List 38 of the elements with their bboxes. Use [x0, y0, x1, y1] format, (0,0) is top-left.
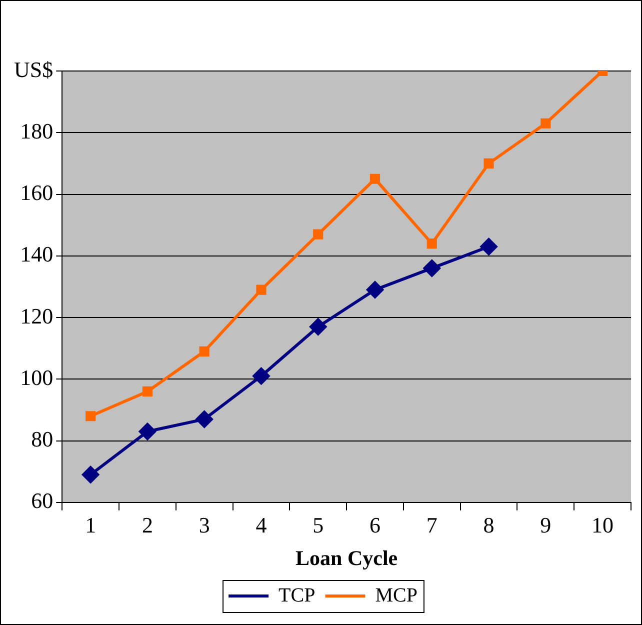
point: [423, 260, 440, 277]
point: [366, 281, 384, 298]
y-tick-label: 60: [31, 488, 54, 514]
x-tick-label: 2: [142, 512, 153, 538]
x-tick-label: 9: [540, 512, 552, 538]
x-tick-label: 8: [483, 512, 494, 538]
y-tick-label: 100: [20, 364, 54, 390]
x-tick-label: 4: [256, 512, 267, 538]
y-tick-label: US$: [14, 56, 54, 82]
point: [142, 386, 152, 397]
legend-label: TCP: [278, 584, 316, 606]
y-tick-label: 80: [31, 426, 54, 452]
y-tick-label: 160: [20, 180, 54, 206]
x-tick-label: 1: [85, 512, 96, 538]
point: [199, 346, 210, 356]
point: [540, 118, 551, 128]
point: [82, 466, 100, 484]
point: [86, 411, 96, 422]
point: [484, 158, 494, 168]
point: [370, 174, 380, 184]
legend-label: MCP: [375, 584, 418, 606]
point: [426, 238, 437, 249]
y-tick-label: 180: [20, 118, 54, 144]
x-axis-title: Loan Cycle: [296, 546, 398, 570]
y-tick-label: 120: [20, 303, 54, 328]
point: [256, 284, 266, 295]
x-tick-label: 6: [370, 512, 381, 538]
point: [480, 238, 498, 256]
point: [252, 368, 270, 385]
point: [138, 423, 156, 440]
point: [313, 229, 324, 240]
x-tick-label: 5: [312, 512, 324, 538]
point: [310, 318, 327, 336]
x-tick-label: 3: [198, 512, 210, 538]
x-tick-label: 7: [426, 512, 438, 538]
x-tick-label: 10: [592, 512, 614, 538]
point: [196, 410, 213, 428]
y-tick-label: 140: [20, 242, 54, 267]
